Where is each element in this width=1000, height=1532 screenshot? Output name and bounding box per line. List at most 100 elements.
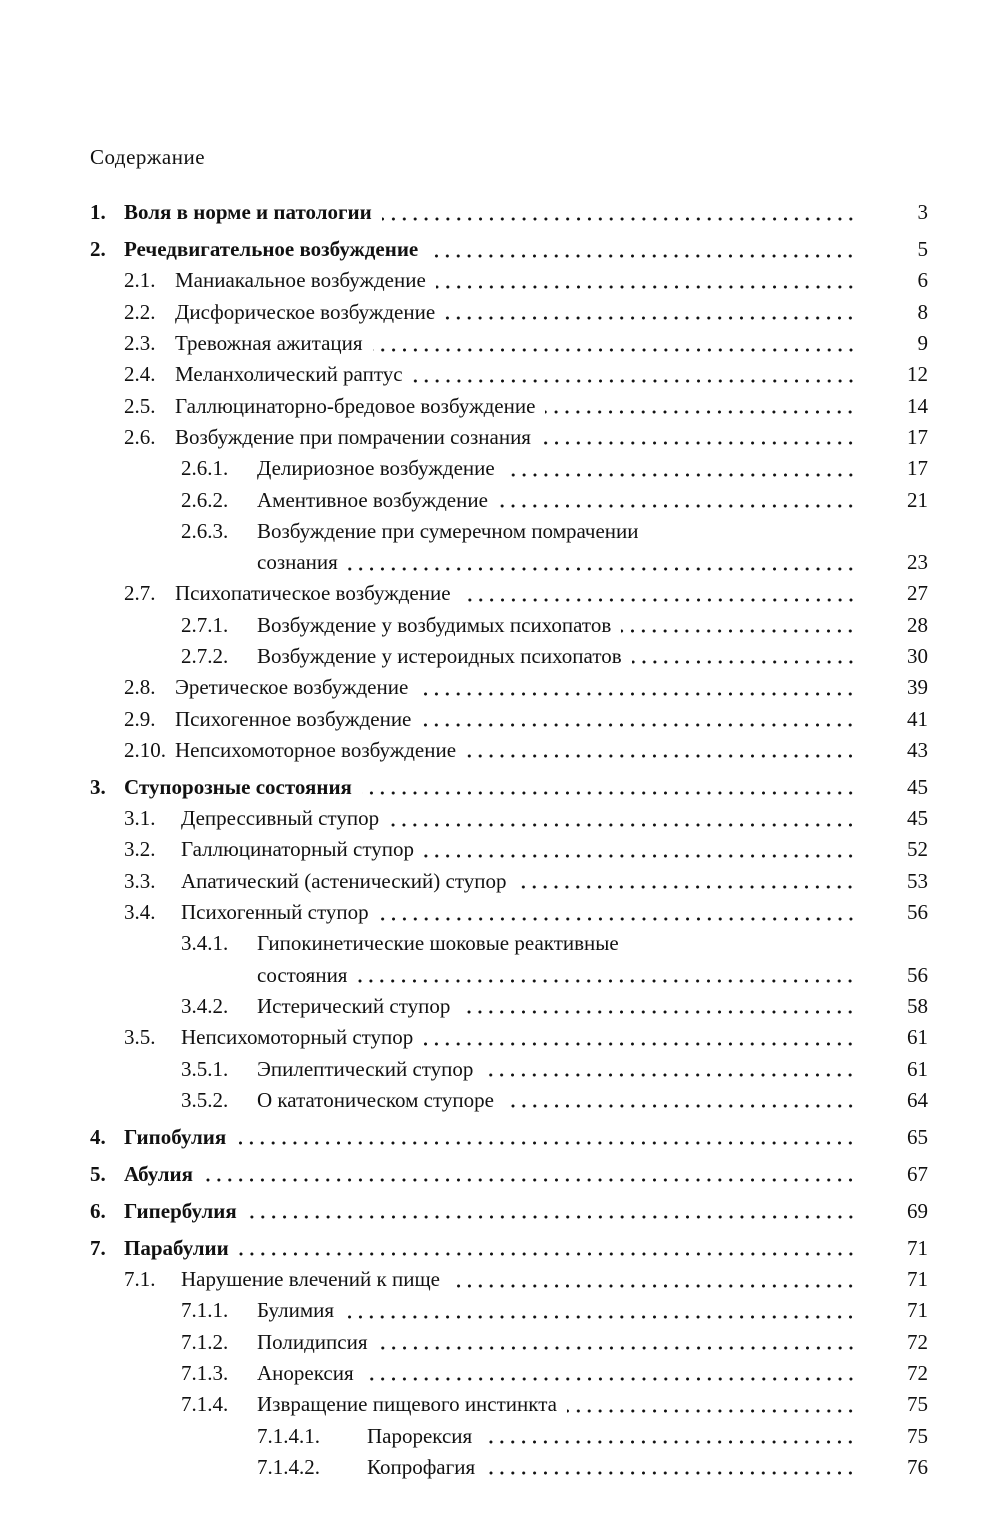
entry-page: 71 — [907, 1267, 928, 1292]
entry-page: 72 — [907, 1329, 928, 1354]
entry-title: Абулия — [124, 1161, 194, 1186]
dot-leader — [621, 629, 856, 634]
entry-number: 7.1.2. — [181, 1329, 229, 1354]
entry-title: Психогенный ступор — [181, 900, 369, 925]
dot-leader — [566, 1408, 856, 1413]
toc-entry: 3.3. Апатический (астенический) ступор 53 — [0, 866, 1000, 897]
entry-page: 75 — [907, 1423, 928, 1448]
entry-number: 2.7.2. — [181, 643, 229, 668]
entry-page: 45 — [907, 774, 928, 799]
toc-entry: 6. Гипербулия 69 — [0, 1196, 1000, 1227]
toc-entry: 3.5.2. О кататоническом ступоре 64 — [0, 1085, 1000, 1116]
entry-number: 2.10. — [124, 737, 166, 762]
entry-number: 3.5.1. — [181, 1056, 229, 1081]
entry-title: Воля в норме и патологии — [124, 200, 372, 225]
dot-leader — [483, 1073, 856, 1078]
toc-entry: 2.7.1. Возбуждение у возбудимых психопато… — [0, 610, 1000, 641]
entry-page: 58 — [907, 993, 928, 1018]
entry-title: Аментивное возбуждение — [257, 487, 488, 512]
entry-page: 3 — [917, 200, 929, 225]
entry-page: 9 — [917, 331, 929, 356]
entry-page: 72 — [907, 1360, 928, 1385]
entry-number: 2.3. — [124, 331, 156, 356]
dot-leader — [423, 853, 856, 858]
entry-number: 2.6.2. — [181, 487, 229, 512]
entry-page: 28 — [907, 612, 928, 637]
entry-title: Парорексия — [367, 1423, 473, 1448]
entry-title: Эпилептический ступор — [257, 1056, 474, 1081]
entry-title: Извращение пищевого инстинкта — [257, 1392, 557, 1417]
dot-leader — [347, 566, 856, 571]
entry-title: Тревожная ажитация — [175, 331, 363, 356]
dot-leader — [421, 723, 856, 728]
entry-title: Возбуждение у истероидных психопатов — [257, 643, 622, 668]
toc-entry-continuation: сознания 23 — [0, 547, 1000, 578]
dot-leader — [203, 1178, 856, 1183]
entry-number: 3.4. — [124, 900, 156, 925]
entry-title: Делириозное возбуждение — [257, 456, 495, 481]
entry-title: Маниакальное возбуждение — [175, 268, 426, 293]
toc-entry: 5. Абулия 67 — [0, 1159, 1000, 1190]
toc-entry: 2.6.3. Возбуждение при сумеречном помраче… — [0, 516, 1000, 547]
entry-page: 53 — [907, 868, 928, 893]
toc-entry: 7.1. Нарушение влечений к пище 71 — [0, 1264, 1000, 1295]
entry-number: 2.7. — [124, 581, 156, 606]
dot-leader — [412, 378, 856, 383]
entry-number: 3.1. — [124, 806, 156, 831]
entry-page: 8 — [917, 299, 929, 324]
entry-number: 7.1.4. — [181, 1392, 229, 1417]
dot-leader — [435, 284, 856, 289]
toc-entry: 3.4.2. Истерический ступор 58 — [0, 991, 1000, 1022]
entry-title: Депрессивный ступор — [181, 806, 380, 831]
toc-entry: 2. Речедвигательное возбуждение 5 — [0, 234, 1000, 265]
entry-page: 39 — [907, 675, 928, 700]
entry-title: Речедвигательное возбуждение — [124, 237, 419, 262]
toc-entry: 2.6. Возбуждение при помрачении сознания 1… — [0, 422, 1000, 453]
entry-page: 67 — [907, 1161, 928, 1186]
toc-entry: 7.1.4.2. Копрофагия 76 — [0, 1452, 1000, 1483]
dot-leader — [377, 1346, 856, 1351]
entry-title: Возбуждение при помрачении сознания — [175, 424, 531, 449]
entry-page: 61 — [907, 1025, 928, 1050]
entry-number: 7.1.1. — [181, 1298, 229, 1323]
toc-entry: 3.4. Психогенный ступор 56 — [0, 897, 1000, 928]
toc-entry: 2.3. Тревожная ажитация 9 — [0, 328, 1000, 359]
toc-entry: 3.5. Непсихомоторный ступор 61 — [0, 1022, 1000, 1053]
entry-page: 14 — [907, 393, 928, 418]
toc-entry: 2.6.2. Аментивное возбуждение 21 — [0, 484, 1000, 515]
entry-title: Полидипсия — [257, 1329, 368, 1354]
entry-title: Апатический (астенический) ступор — [181, 868, 507, 893]
entry-title: Возбуждение у возбудимых психопатов — [257, 612, 612, 637]
dot-leader — [381, 216, 856, 221]
entry-title-continuation: состояния — [257, 962, 348, 987]
entry-title: Парабулии — [124, 1235, 229, 1260]
dot-leader — [378, 916, 856, 921]
entry-page: 17 — [907, 456, 928, 481]
entry-page: 45 — [907, 806, 928, 831]
dot-leader — [516, 885, 856, 890]
entry-number: 6. — [90, 1198, 106, 1223]
entry-number: 7.1.3. — [181, 1360, 229, 1385]
toc-entry: 2.5. Галлюцинаторно-бредовое возбуждение 1… — [0, 390, 1000, 421]
entry-title: Дисфорическое возбуждение — [175, 299, 436, 324]
dot-leader — [372, 347, 856, 352]
entry-page: 17 — [907, 424, 928, 449]
toc-entry: 7.1.4.1. Парорексия 75 — [0, 1420, 1000, 1451]
entry-title: О кататоническом ступоре — [257, 1087, 494, 1112]
dot-leader — [631, 660, 856, 665]
dot-leader — [445, 316, 856, 321]
entry-number: 2.5. — [124, 393, 156, 418]
toc-entry: 2.1. Маниакальное возбуждение 6 — [0, 265, 1000, 296]
toc-entry: 2.7. Психопатическое возбуждение 27 — [0, 578, 1000, 609]
entry-number: 2.6. — [124, 424, 156, 449]
entry-number: 2.1. — [124, 268, 156, 293]
entry-number: 2.6.1. — [181, 456, 229, 481]
entry-number: 7. — [90, 1235, 106, 1260]
dot-leader — [540, 441, 856, 446]
dot-leader — [482, 1440, 856, 1445]
toc-entry: 2.6.1. Делириозное возбуждение 17 — [0, 453, 1000, 484]
entry-title-continuation: сознания — [257, 550, 338, 575]
entry-title: Копрофагия — [367, 1454, 476, 1479]
dot-leader — [428, 253, 856, 258]
dot-leader — [418, 691, 856, 696]
